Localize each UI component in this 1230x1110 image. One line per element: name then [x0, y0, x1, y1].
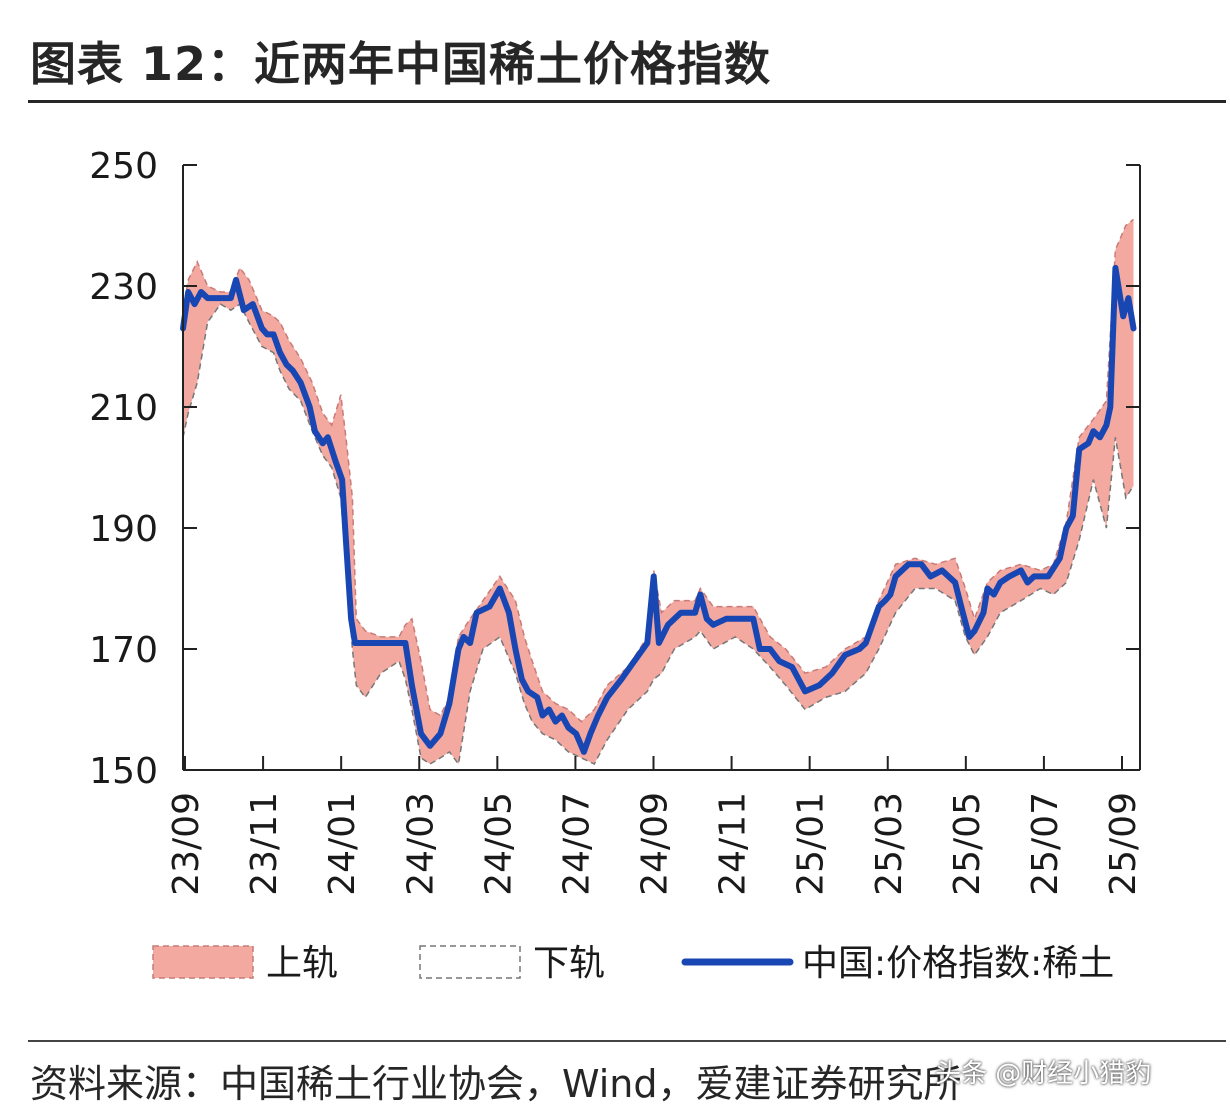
band-layer	[182, 218, 1135, 766]
y-tick-label: 170	[89, 630, 158, 671]
x-tick-label: 23/09	[166, 792, 207, 896]
x-tick-label: 25/09	[1103, 792, 1144, 896]
x-tick-label: 24/05	[478, 792, 519, 896]
y-tick-label: 150	[89, 751, 158, 792]
x-tick-label: 24/01	[322, 792, 363, 896]
x-tick-label: 23/11	[244, 792, 285, 896]
legend-swatch-upper	[152, 945, 254, 979]
x-tick-label: 24/07	[556, 792, 597, 896]
y-tick-label: 210	[89, 388, 158, 429]
x-tick-label: 24/09	[635, 792, 676, 896]
watermark: 头条 @财经小猎豹	[935, 1059, 1152, 1089]
axis-layer: 150 170 190 210 230 250 23/09 23/11 24/01 24/03 24…	[89, 146, 1144, 896]
band-fill	[183, 219, 1134, 764]
title-divider	[28, 100, 1226, 103]
source-note: 资料来源：中国稀土行业协会，Wind，爱建证券研究所	[30, 1062, 962, 1106]
rare-earth-price-index-chart: 150 170 190 210 230 250 23/09 23/11 24/01 24/03 24…	[89, 146, 1144, 984]
y-tick-label: 250	[89, 146, 158, 187]
rare-earth-index-line	[180, 264, 1137, 755]
legend-label-upper: 上轨	[266, 943, 338, 984]
legend-label-index: 中国:价格指数:稀土	[802, 943, 1114, 984]
legend: 上轨 下轨 中国:价格指数:稀土	[152, 943, 1114, 984]
line-layer	[180, 264, 1137, 755]
y-tick-label: 190	[89, 509, 158, 550]
legend-label-lower: 下轨	[533, 943, 605, 984]
x-tick-label: 25/01	[791, 792, 832, 896]
x-tick-label: 25/03	[869, 792, 910, 896]
lower-band-line	[182, 303, 1135, 766]
chart-title: 图表 12：近两年中国稀土价格指数	[30, 37, 772, 91]
x-tick-label: 24/03	[400, 792, 441, 896]
y-tick-label: 230	[89, 267, 158, 308]
x-tick-label: 25/07	[1025, 792, 1066, 896]
legend-swatch-lower	[419, 945, 521, 979]
x-tick-label: 25/05	[947, 792, 988, 896]
source-divider	[28, 1040, 1226, 1042]
x-tick-label: 24/11	[713, 792, 754, 896]
